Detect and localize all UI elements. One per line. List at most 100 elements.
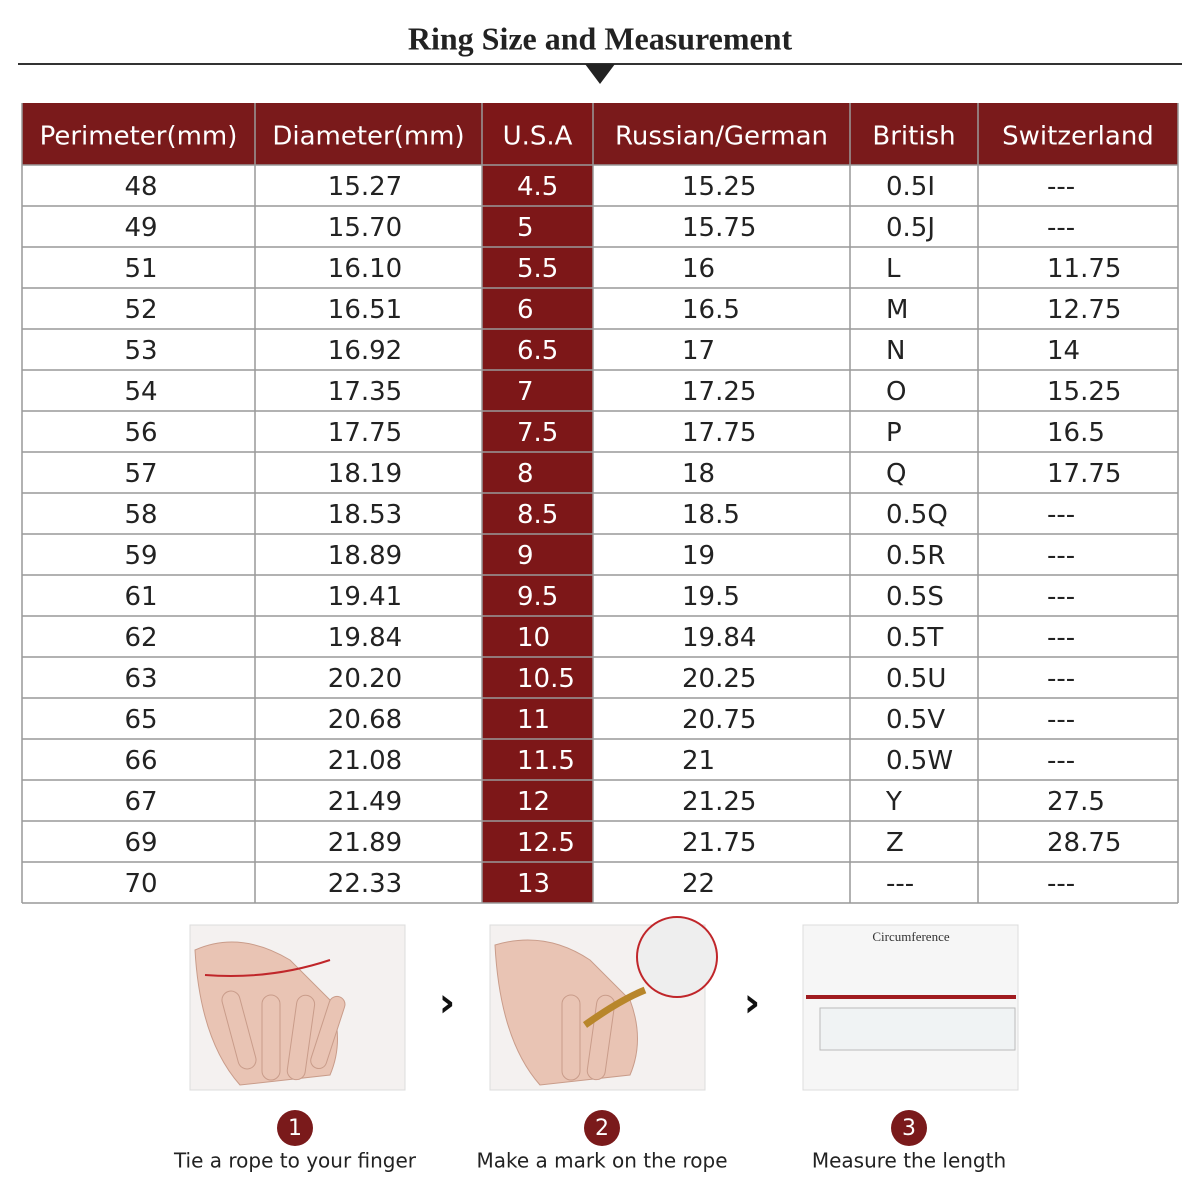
usa-column <box>482 103 593 903</box>
cell: 54 <box>124 377 157 407</box>
cell: 20.75 <box>682 705 756 735</box>
cell: 17.75 <box>682 418 756 448</box>
cell: 0.5I <box>886 172 935 202</box>
cell: Q <box>886 459 906 489</box>
cell: --- <box>1047 623 1075 653</box>
step-number: 3 <box>902 1116 916 1141</box>
cell: 16.5 <box>1047 418 1105 448</box>
curve-arrow <box>582 986 647 1028</box>
cell: 63 <box>124 664 157 694</box>
cell: 17.35 <box>328 377 402 407</box>
cell: 10.5 <box>517 664 575 694</box>
step-images: › › Circumference <box>189 916 1019 1091</box>
column-header: Russian/German <box>615 122 828 152</box>
cell: --- <box>1047 582 1075 612</box>
cell: Z <box>886 828 904 858</box>
cell: M <box>886 295 908 325</box>
cell: 61 <box>124 582 157 612</box>
cell: 66 <box>124 746 157 776</box>
cell: 21.49 <box>328 787 402 817</box>
hand-1 <box>194 941 346 1086</box>
column-header: British <box>872 122 955 152</box>
cell: 12.75 <box>1047 295 1121 325</box>
cell: 21.75 <box>682 828 756 858</box>
cell: --- <box>1047 746 1075 776</box>
cell: 8 <box>517 459 534 489</box>
rope-1 <box>204 959 331 977</box>
cell: 65 <box>124 705 157 735</box>
cell: 21.89 <box>328 828 402 858</box>
cell: 0.5W <box>886 746 953 776</box>
cell: 15.75 <box>682 213 756 243</box>
cell: 69 <box>124 828 157 858</box>
cell: 11.5 <box>517 746 575 776</box>
pointer <box>585 64 615 84</box>
cell: --- <box>1047 541 1075 571</box>
image-label: Circumference <box>872 929 949 944</box>
cell: 56 <box>124 418 157 448</box>
step-number: 1 <box>288 1116 302 1141</box>
cell: 15.70 <box>328 213 402 243</box>
cell: 10 <box>517 623 550 653</box>
cell: 4.5 <box>517 172 558 202</box>
cell: 5.5 <box>517 254 558 284</box>
cell: O <box>886 377 906 407</box>
title: Ring Size and Measurement <box>408 20 793 56</box>
cell: 9 <box>517 541 534 571</box>
cell: 53 <box>124 336 157 366</box>
cell: 16.5 <box>682 295 740 325</box>
cell: 15.25 <box>1047 377 1121 407</box>
cell: 6.5 <box>517 336 558 366</box>
step-caption: Measure the length <box>812 1149 1006 1173</box>
steps: 1 Tie a rope to your finger 2 Make a mark o… <box>173 1110 1006 1173</box>
cell: 16.10 <box>328 254 402 284</box>
cell: 19.84 <box>328 623 402 653</box>
cell: --- <box>1047 213 1075 243</box>
cell: 17.75 <box>1047 459 1121 489</box>
cell: 20.25 <box>682 664 756 694</box>
cell: 17 <box>682 336 715 366</box>
cell: --- <box>1047 664 1075 694</box>
cell: 14 <box>1047 336 1080 366</box>
column-header: Diameter(mm) <box>272 122 464 152</box>
cell: 9.5 <box>517 582 558 612</box>
cell: 17.75 <box>328 418 402 448</box>
table: Perimeter(mm) Diameter(mm) U.S.A Russian/Ge… <box>21 103 1179 904</box>
cell: 21.08 <box>328 746 402 776</box>
cell: 52 <box>124 295 157 325</box>
cell: 13 <box>517 869 550 899</box>
column-header: Perimeter(mm) <box>40 122 238 152</box>
cell: 27.5 <box>1047 787 1105 817</box>
column-header: Switzerland <box>1002 122 1154 152</box>
cell: 49 <box>124 213 157 243</box>
cell: 20.20 <box>328 664 402 694</box>
hand-2 <box>494 939 638 1086</box>
step-caption: Make a mark on the rope <box>476 1149 727 1173</box>
cell: 0.5R <box>886 541 945 571</box>
cell: 28.75 <box>1047 828 1121 858</box>
cell: --- <box>1047 172 1075 202</box>
cell: --- <box>886 869 914 899</box>
cell: 18.89 <box>328 541 402 571</box>
cell: 0.5S <box>886 582 944 612</box>
cell: 18.19 <box>328 459 402 489</box>
cell: 16.92 <box>328 336 402 366</box>
arrow: › <box>439 980 455 1026</box>
cell: L <box>886 254 901 284</box>
cell: 57 <box>124 459 157 489</box>
step-badge <box>584 1110 620 1146</box>
cell: 16 <box>682 254 715 284</box>
cell: 0.5Q <box>886 500 948 530</box>
cell: 48 <box>124 172 157 202</box>
cell: 62 <box>124 623 157 653</box>
zoom <box>636 916 718 998</box>
cell: 11.75 <box>1047 254 1121 284</box>
cell: 20.68 <box>328 705 402 735</box>
cell: 12 <box>517 787 550 817</box>
cell: 16.51 <box>328 295 402 325</box>
cell: 70 <box>124 869 157 899</box>
header-bg <box>22 103 1178 165</box>
cell: 18 <box>682 459 715 489</box>
cell: 19.5 <box>682 582 740 612</box>
